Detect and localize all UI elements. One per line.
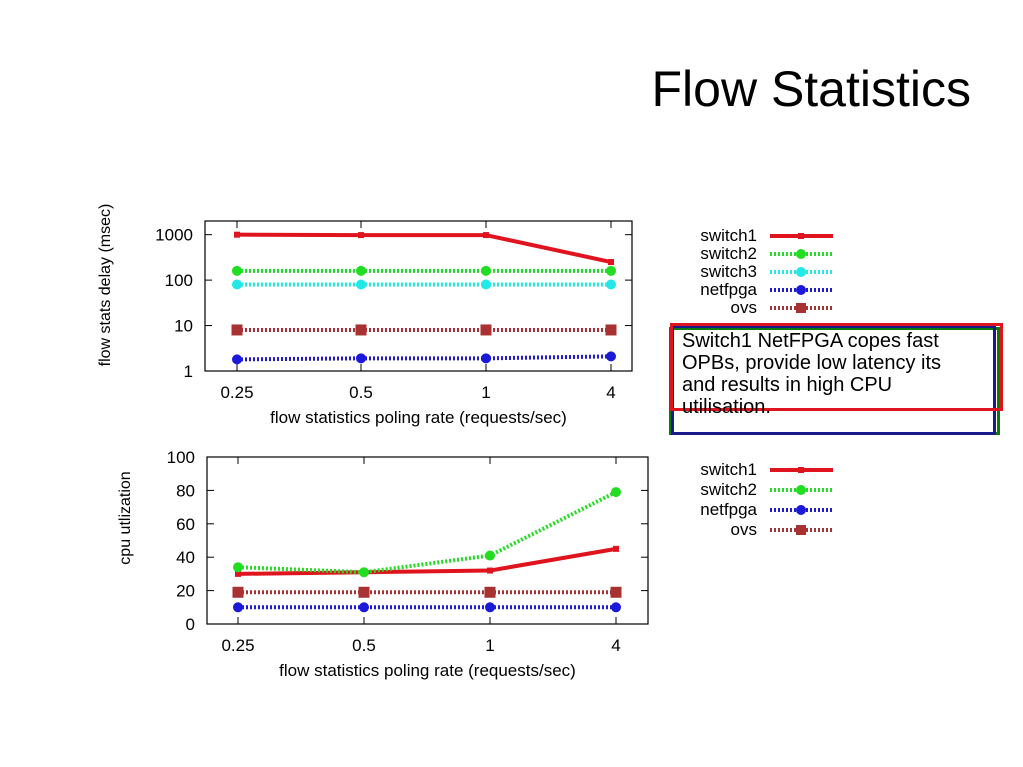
data-point-switch1 — [487, 567, 493, 574]
y-tick-label: 10 — [174, 317, 193, 336]
data-point-ovs — [232, 586, 244, 598]
legend-label-ovs: ovs — [731, 520, 757, 539]
data-point-netfpga — [359, 602, 369, 613]
legend-marker-netfpga — [796, 505, 806, 515]
data-point-switch2 — [611, 487, 621, 498]
slide-title: Flow Statistics — [651, 61, 971, 117]
data-point-ovs — [610, 586, 622, 598]
x-axis-label: flow statistics poling rate (requests/se… — [270, 408, 567, 427]
data-point-ovs — [355, 324, 367, 336]
data-point-ovs — [605, 324, 617, 336]
series-line-switch1 — [236, 232, 612, 264]
legend-marker-ovs — [796, 303, 806, 313]
y-tick-label: 100 — [167, 448, 195, 467]
legend-marker-switch3 — [796, 267, 806, 277]
y-tick-label: 1 — [184, 362, 193, 381]
data-point-ovs — [358, 586, 370, 598]
y-tick-label: 1000 — [155, 226, 193, 245]
series-line-switch2 — [237, 490, 617, 575]
x-tick-label: 0.5 — [349, 383, 373, 402]
legend-label-switch1: switch1 — [700, 226, 757, 245]
x-tick-label: 0.25 — [221, 636, 254, 655]
data-point-switch1 — [358, 232, 364, 239]
annotation-line: OPBs, provide low latency its — [682, 352, 941, 374]
x-tick-label: 1 — [481, 383, 490, 402]
legend-marker-switch1 — [798, 233, 804, 239]
y-tick-label: 60 — [176, 515, 195, 534]
legend-marker-switch2 — [796, 249, 806, 259]
annotation-line: Switch1 NetFPGA copes fast — [682, 330, 939, 352]
legend-label-switch1: switch1 — [700, 460, 757, 479]
series-line-switch1 — [237, 546, 617, 576]
data-point-ovs — [480, 324, 492, 336]
data-point-switch3 — [232, 279, 242, 290]
legend-marker-switch2 — [796, 485, 806, 495]
y-tick-label: 80 — [176, 481, 195, 500]
y-tick-label: 20 — [176, 582, 195, 601]
data-point-switch1 — [483, 232, 489, 239]
legend-marker-ovs — [796, 525, 806, 535]
data-point-switch3 — [481, 279, 491, 290]
annotation-text: Switch1 NetFPGA copes fast OPBs, provide… — [682, 330, 992, 418]
legend-marker-switch1 — [798, 467, 804, 473]
data-point-switch3 — [356, 279, 366, 290]
data-point-switch1 — [613, 545, 619, 552]
data-point-switch1 — [608, 259, 614, 266]
legend-label-switch2: switch2 — [700, 480, 757, 499]
data-point-switch2 — [233, 562, 243, 573]
data-point-netfpga — [232, 354, 242, 365]
y-tick-label: 0 — [186, 615, 195, 634]
data-point-netfpga — [611, 602, 621, 613]
annotation-box-red — [670, 323, 1003, 411]
x-tick-label: 4 — [606, 383, 615, 402]
x-tick-label: 0.25 — [220, 383, 253, 402]
data-point-netfpga — [233, 602, 243, 613]
series-line-netfpga — [236, 354, 612, 362]
data-point-switch2 — [356, 265, 366, 276]
x-axis-label: flow statistics poling rate (requests/se… — [279, 661, 576, 680]
y-axis-label: cpu utlization — [117, 471, 134, 564]
legend-label-switch2: switch2 — [700, 244, 757, 263]
data-point-netfpga — [606, 351, 616, 362]
legend-label-switch3: switch3 — [700, 262, 757, 281]
data-point-switch2 — [606, 265, 616, 276]
legend-marker-netfpga — [796, 285, 806, 295]
legend-label-ovs: ovs — [731, 298, 757, 317]
data-point-netfpga — [481, 353, 491, 364]
y-axis-label: flow stats delay (msec) — [97, 204, 114, 367]
data-point-ovs — [231, 324, 243, 336]
x-tick-label: 1 — [485, 636, 494, 655]
annotation-line: and results in high CPU — [682, 374, 893, 396]
legend-label-netfpga: netfpga — [700, 500, 757, 519]
y-tick-label: 40 — [176, 548, 195, 567]
plot-frame — [206, 456, 649, 625]
x-tick-label: 4 — [611, 636, 620, 655]
data-point-switch2 — [232, 265, 242, 276]
data-point-netfpga — [485, 602, 495, 613]
data-point-switch2 — [485, 550, 495, 561]
data-point-switch3 — [606, 279, 616, 290]
legend-label-netfpga: netfpga — [700, 280, 757, 299]
data-point-switch2 — [359, 567, 369, 578]
data-point-switch1 — [234, 231, 240, 238]
annotation-line: utilisation. — [682, 396, 771, 418]
x-tick-label: 0.5 — [352, 636, 376, 655]
data-point-ovs — [484, 586, 496, 598]
y-tick-label: 100 — [165, 271, 193, 290]
data-point-netfpga — [356, 353, 366, 364]
data-point-switch1 — [235, 570, 241, 577]
plot-frame — [204, 220, 633, 372]
data-point-switch2 — [481, 265, 491, 276]
